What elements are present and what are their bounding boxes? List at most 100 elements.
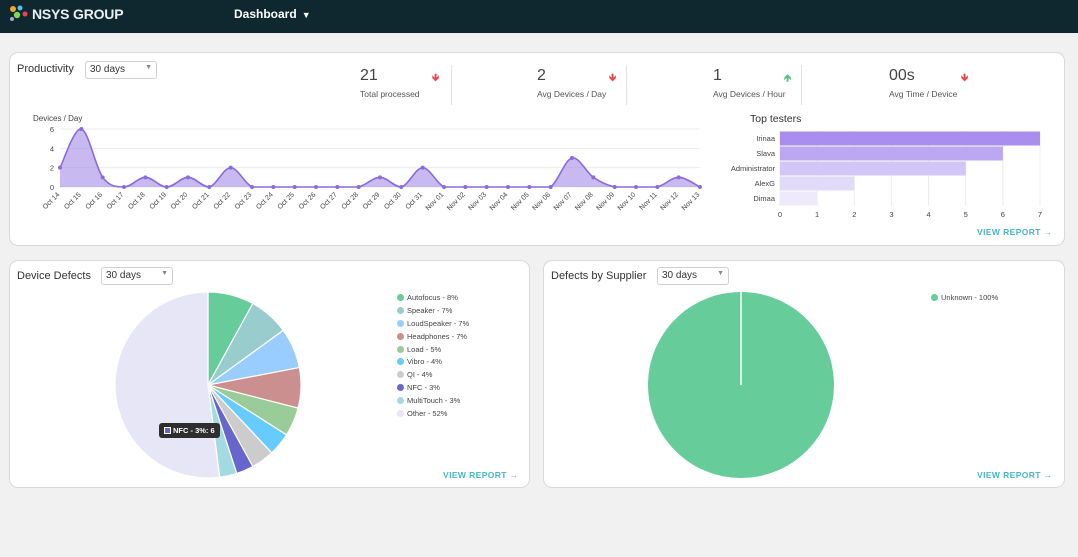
- x-tick-label: Oct 19: [149, 191, 169, 211]
- bar: [780, 161, 966, 176]
- x-tick-label: Nov 08: [574, 191, 595, 212]
- y-tick-label: 4: [50, 144, 54, 153]
- trend-down-icon: 🡻: [432, 73, 440, 84]
- legend-item[interactable]: LoudSpeaker - 7%: [397, 317, 469, 330]
- data-point: [228, 165, 233, 170]
- legend-swatch: [397, 397, 404, 405]
- x-tick-label: Oct 14: [42, 191, 62, 211]
- legend-label: Unknown - 100%: [941, 292, 999, 302]
- dashboard-nav-dropdown[interactable]: Dashboard ▼: [234, 7, 311, 21]
- legend-label: Speaker - 7%: [407, 305, 453, 315]
- legend-item[interactable]: MultiTouch - 3%: [397, 394, 469, 407]
- legend-label: Load - 5%: [407, 344, 442, 354]
- legend-label: QI - 4%: [407, 370, 433, 380]
- stat-label: Avg Devices / Hour: [713, 89, 786, 99]
- data-point: [420, 165, 425, 170]
- y-tick-label: Dimaa: [753, 194, 776, 203]
- x-tick-label: Oct 15: [63, 191, 83, 211]
- legend-item[interactable]: Speaker - 7%: [397, 304, 469, 317]
- x-tick-label: Nov 11: [638, 191, 658, 211]
- trend-up-icon: 🡹: [784, 73, 792, 84]
- legend-item[interactable]: QI - 4%: [397, 368, 469, 381]
- data-point: [484, 185, 489, 189]
- trend-down-icon: 🡻: [609, 73, 617, 84]
- select-value: 30 days: [662, 270, 698, 281]
- chart-tooltip: NFC - 3%: 6: [159, 423, 220, 438]
- legend-swatch: [397, 409, 404, 417]
- tooltip-swatch: [164, 427, 171, 434]
- x-tick-label: Oct 18: [127, 191, 147, 211]
- x-tick-label: Nov 09: [595, 191, 616, 212]
- view-report-link[interactable]: VIEW REPORT →: [977, 227, 1053, 237]
- stat-divider: [451, 65, 452, 105]
- legend-item[interactable]: NFC - 3%: [397, 381, 469, 394]
- bar: [780, 146, 1003, 161]
- y-tick-label: Slava: [756, 149, 776, 158]
- y-tick-label: 2: [50, 164, 54, 173]
- chevron-down-icon: ▼: [161, 270, 168, 277]
- data-point: [570, 156, 574, 160]
- x-tick-label: Oct 24: [255, 191, 275, 211]
- legend-item[interactable]: Unknown - 100%: [931, 291, 998, 304]
- legend-swatch: [397, 319, 404, 327]
- view-report-link[interactable]: VIEW REPORT →: [443, 470, 519, 480]
- card-title: Productivity: [17, 63, 74, 75]
- data-point: [399, 185, 404, 189]
- data-point: [164, 185, 169, 189]
- data-point: [58, 165, 62, 170]
- x-tick-label: Nov 01: [425, 191, 446, 212]
- legend-item[interactable]: Other - 52%: [397, 407, 469, 420]
- x-tick-label: Oct 26: [298, 191, 318, 211]
- logo[interactable]: NSYS GROUP: [8, 3, 124, 25]
- legend-item[interactable]: Autofocus - 8%: [397, 291, 469, 304]
- legend-label: Autofocus - 8%: [407, 292, 458, 302]
- legend-swatch: [397, 332, 404, 340]
- nav-label: Dashboard: [234, 7, 297, 21]
- range-select[interactable]: 30 days ▼: [85, 61, 157, 79]
- legend-item[interactable]: Headphones - 7%: [397, 330, 469, 343]
- data-point: [100, 175, 105, 180]
- data-point: [356, 185, 361, 189]
- x-tick-label: Oct 17: [106, 191, 126, 211]
- top-bar: NSYS GROUP Dashboard ▼: [0, 0, 1078, 33]
- x-tick-label: Nov 10: [617, 191, 638, 212]
- stat-value: 00s: [889, 67, 915, 84]
- y-tick-label: AlexG: [755, 179, 776, 188]
- data-point: [527, 185, 532, 189]
- data-point: [335, 185, 340, 189]
- legend-swatch: [397, 345, 404, 353]
- x-tick-label: Nov 13: [681, 191, 702, 212]
- data-point: [612, 185, 617, 189]
- select-value: 30 days: [90, 64, 126, 75]
- stat-value: 2: [537, 67, 546, 84]
- data-point: [207, 185, 212, 189]
- logo-text: NSYS GROUP: [32, 6, 124, 22]
- x-tick-label: 7: [1038, 210, 1042, 219]
- select-value: 30 days: [106, 270, 142, 281]
- y-tick-label: Administrator: [731, 164, 776, 173]
- range-select[interactable]: 30 days ▼: [101, 267, 173, 285]
- view-report-link[interactable]: VIEW REPORT →: [977, 470, 1053, 480]
- data-point: [634, 185, 638, 189]
- card-title: Device Defects: [17, 270, 91, 282]
- bar: [780, 131, 1040, 146]
- x-tick-label: 3: [889, 210, 893, 219]
- x-tick-label: Nov 07: [553, 191, 574, 212]
- x-tick-label: Oct 25: [277, 191, 297, 211]
- legend-item[interactable]: Load - 5%: [397, 343, 469, 356]
- range-select[interactable]: 30 days ▼: [657, 267, 729, 285]
- stat-divider: [801, 65, 802, 105]
- chevron-down-icon: ▼: [717, 270, 724, 277]
- x-tick-label: 2: [852, 210, 856, 219]
- data-point: [143, 175, 148, 180]
- legend-label: NFC - 3%: [407, 383, 440, 393]
- x-tick-label: 5: [964, 210, 968, 219]
- x-tick-label: Oct 20: [170, 191, 190, 211]
- productivity-card: Productivity 30 days ▼ 21 Total processed…: [9, 52, 1065, 246]
- chevron-down-icon: ▼: [145, 64, 152, 71]
- stat-avg-time-device: 00s Avg Time / Device: [882, 67, 982, 99]
- legend-item[interactable]: Vibro - 4%: [397, 355, 469, 368]
- card-title: Defects by Supplier: [551, 270, 647, 282]
- y-tick-label: Irinaa: [756, 134, 776, 143]
- stat-avg-devices-day: 2 Avg Devices / Day: [530, 67, 630, 99]
